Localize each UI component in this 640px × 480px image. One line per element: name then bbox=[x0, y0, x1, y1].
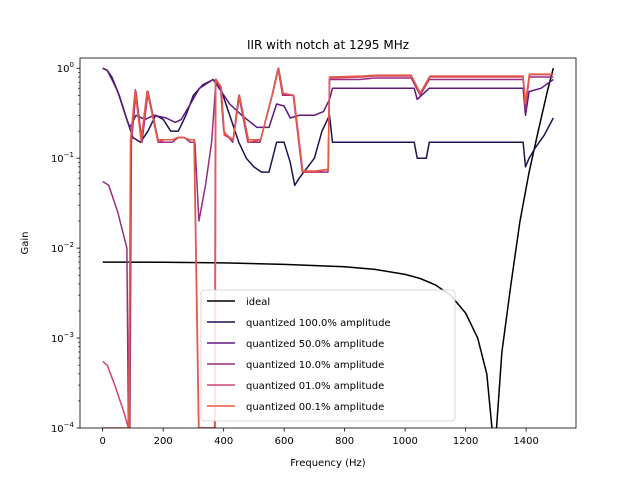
y-tick-label: 100 bbox=[57, 61, 74, 75]
series-line-0 bbox=[102, 68, 555, 428]
chart-title: IIR with notch at 1295 MHz bbox=[247, 38, 409, 52]
legend: ideal quantized 100.0% amplitude quantized… bbox=[200, 289, 456, 422]
legend-box bbox=[200, 289, 456, 422]
x-tick-label: 600 bbox=[275, 436, 294, 447]
x-tick-label: 0 bbox=[99, 436, 105, 447]
y-axis-ticks: 10−4 10−3 10−2 10−1 100 bbox=[51, 61, 80, 435]
legend-label-4: quantized 01.0% amplitude bbox=[246, 381, 384, 392]
y-tick-label: 10−3 bbox=[51, 331, 74, 345]
series-line-1 bbox=[102, 67, 554, 187]
x-tick-label: 1400 bbox=[513, 436, 538, 447]
series-layer bbox=[102, 67, 555, 428]
y-axis-label: Gain bbox=[20, 232, 31, 255]
x-tick-label: 1000 bbox=[392, 436, 417, 447]
x-tick-label: 200 bbox=[154, 436, 173, 447]
legend-label-2: quantized 50.0% amplitude bbox=[246, 339, 384, 350]
legend-label-3: quantized 10.0% amplitude bbox=[246, 360, 384, 371]
x-axis-ticks: 0 200 400 600 800 1000 1200 1400 bbox=[99, 428, 539, 447]
legend-label-5: quantized 00.1% amplitude bbox=[246, 402, 384, 413]
series-line-2 bbox=[102, 67, 554, 129]
x-axis-label: Frequency (Hz) bbox=[290, 458, 366, 469]
x-tick-label: 1200 bbox=[453, 436, 478, 447]
series-line-4 bbox=[102, 67, 554, 428]
y-tick-label: 10−4 bbox=[51, 421, 75, 435]
x-tick-label: 400 bbox=[214, 436, 233, 447]
y-tick-label: 10−2 bbox=[51, 241, 74, 255]
series-line-5 bbox=[102, 67, 554, 428]
legend-label-1: quantized 100.0% amplitude bbox=[246, 318, 391, 329]
plot-frame bbox=[79, 57, 577, 429]
legend-label-0: ideal bbox=[246, 297, 270, 308]
y-tick-label: 10−1 bbox=[51, 151, 74, 165]
x-tick-label: 800 bbox=[335, 436, 354, 447]
